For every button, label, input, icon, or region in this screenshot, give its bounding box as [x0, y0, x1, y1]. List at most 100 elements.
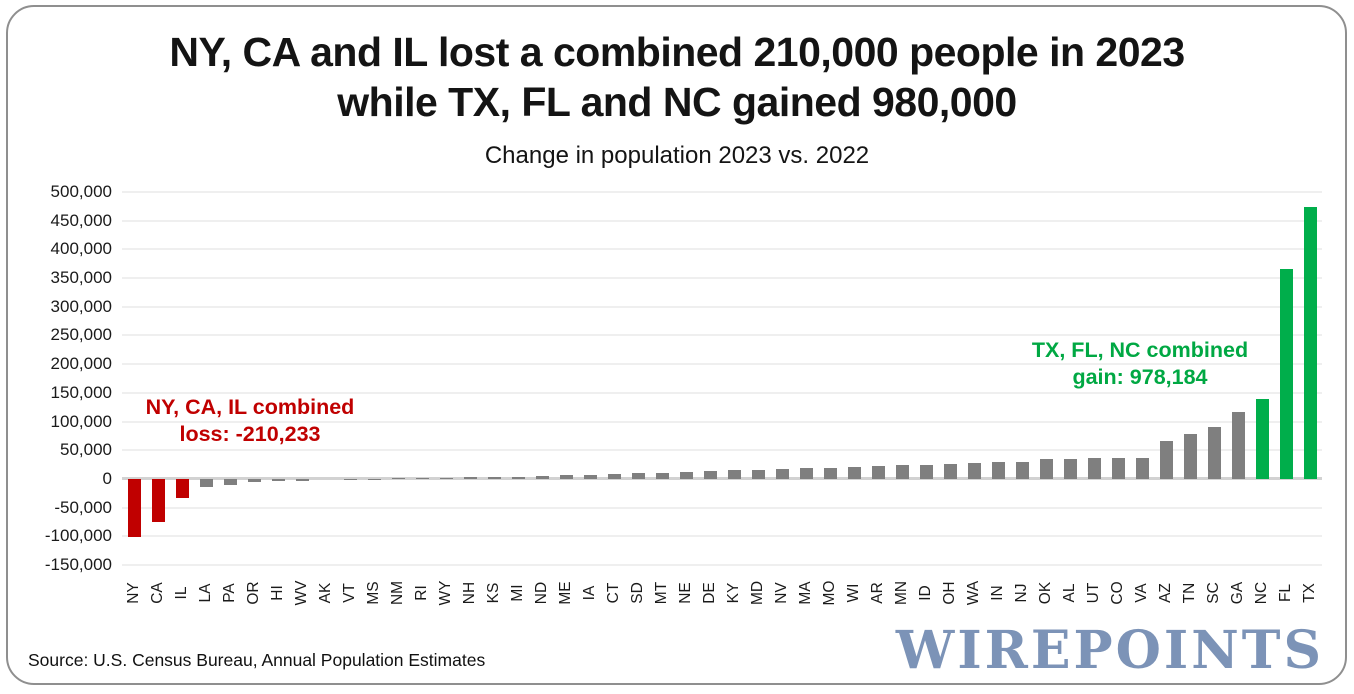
x-axis-label-NH: NH: [461, 581, 478, 605]
gridline-350000: [122, 277, 1322, 280]
x-axis-label-AZ: AZ: [1157, 583, 1174, 603]
gridline-500000: [122, 191, 1322, 193]
x-axis-label-NV: NV: [773, 582, 790, 604]
y-axis-label--150000: -150,000: [44, 555, 112, 574]
bar-OR: [247, 478, 261, 483]
y-axis-label--100000: -100,000: [44, 526, 112, 546]
wirepoints-logo: WIREPOINTS: [895, 620, 1324, 681]
gain-annotation-line-2: gain: 978,184: [1072, 365, 1208, 390]
bar-UT: [1087, 457, 1101, 479]
loss-annotation: NY, CA, IL combined loss: -210,233: [118, 394, 382, 449]
bar-MI: [511, 476, 525, 479]
x-axis-label-IN: IN: [989, 585, 1006, 601]
gridline-300000: [122, 305, 1322, 308]
y-axis-label-0: 0: [102, 468, 112, 488]
bar-WY: [439, 477, 453, 479]
bar-SC: [1207, 426, 1221, 479]
x-axis-label-WY: WY: [437, 580, 454, 606]
y-axis-label-400000: 400,000: [50, 239, 112, 259]
x-axis-label-KY: KY: [725, 582, 742, 604]
x-axis-label-PA: PA: [221, 583, 238, 603]
gridline-250000: [122, 334, 1322, 337]
source-text: Source: U.S. Census Bureau, Annual Popul…: [28, 650, 486, 670]
bar-MA: [799, 468, 813, 479]
bar-NV: [775, 468, 789, 479]
x-axis-label-CO: CO: [1109, 581, 1126, 605]
y-axis-label--50000: -50,000: [54, 497, 112, 517]
bar-GA: [1231, 412, 1245, 479]
x-axis-label-MS: MS: [365, 581, 382, 605]
x-axis-label-ME: ME: [557, 581, 574, 605]
x-axis-label-MT: MT: [653, 581, 670, 605]
gridline-0: [122, 477, 1322, 481]
x-axis-label-CT: CT: [605, 582, 622, 604]
x-axis-label-GA: GA: [1229, 581, 1246, 605]
y-axis-label-100000: 100,000: [50, 411, 112, 431]
gain-annotation-line-1: TX, FL, NC combined: [1031, 338, 1249, 362]
bar-IN: [991, 461, 1005, 479]
x-axis-label-MN: MN: [893, 580, 910, 606]
bar-NE: [679, 471, 693, 479]
bar-NJ: [1015, 461, 1029, 479]
bar-DE: [703, 471, 717, 479]
bar-WV: [295, 478, 309, 482]
x-axis-label-SD: SD: [629, 582, 646, 604]
gridline-100000: [122, 420, 1322, 423]
x-axis-label-IL: IL: [173, 586, 190, 600]
x-axis-label-MI: MI: [509, 584, 526, 602]
bar-IL: [175, 478, 189, 498]
bar-OH: [943, 463, 957, 479]
x-axis-label-DE: DE: [701, 582, 718, 604]
bar-CA: [151, 478, 165, 523]
x-axis-label-OK: OK: [1037, 581, 1054, 605]
y-axis-label-450000: 450,000: [50, 210, 112, 230]
bar-PA: [223, 478, 237, 485]
bar-ME: [559, 475, 573, 479]
x-axis-label-CA: CA: [149, 582, 166, 604]
bar-HI: [271, 478, 285, 482]
x-axis-label-ND: ND: [533, 581, 550, 605]
gridline--100000: [122, 535, 1322, 538]
chart-subtitle: Change in population 2023 vs. 2022: [484, 142, 870, 169]
bar-WA: [967, 462, 981, 479]
x-axis-label-WI: WI: [845, 583, 862, 603]
gridline-400000: [122, 248, 1322, 251]
y-axis-label-200000: 200,000: [50, 354, 112, 374]
x-axis-label-ID: ID: [917, 585, 934, 601]
x-axis-label-WV: WV: [293, 580, 310, 606]
bar-NM: [391, 478, 405, 479]
bar-TX: [1303, 207, 1317, 479]
y-axis-label-300000: 300,000: [50, 296, 112, 316]
x-axis-label-MO: MO: [821, 580, 838, 606]
x-axis-label-NE: NE: [677, 582, 694, 604]
gridline-50000: [122, 449, 1322, 452]
x-axis-label-LA: LA: [197, 583, 214, 603]
chart-title: NY, CA and IL lost a combined 210,000 pe…: [0, 27, 1354, 127]
bar-ID: [919, 465, 933, 479]
x-axis-label-TN: TN: [1181, 582, 1198, 604]
x-axis-label-AK: AK: [317, 582, 334, 604]
x-axis-label-NC: NC: [1253, 581, 1270, 605]
bar-ND: [535, 475, 549, 479]
x-axis-label-HI: HI: [269, 585, 286, 601]
bar-LA: [199, 478, 213, 488]
y-axis-label-150000: 150,000: [50, 382, 112, 402]
bar-NY: [127, 478, 141, 538]
loss-annotation-line-1: NY, CA, IL combined: [145, 395, 355, 419]
bar-MN: [895, 465, 909, 479]
bar-AZ: [1159, 441, 1173, 479]
x-axis-label-AL: AL: [1061, 583, 1078, 603]
x-axis-label-NY: NY: [125, 582, 142, 604]
gridline--50000: [122, 506, 1322, 509]
x-axis-label-MA: MA: [797, 581, 814, 605]
x-axis-label-IA: IA: [581, 585, 598, 601]
bar-VA: [1135, 457, 1149, 479]
x-axis-label-TX: TX: [1301, 583, 1318, 603]
x-axis-label-VA: VA: [1133, 583, 1150, 603]
x-axis-label-SC: SC: [1205, 582, 1222, 604]
bar-AR: [871, 466, 885, 479]
y-axis-label-350000: 350,000: [50, 268, 112, 288]
bar-KY: [727, 470, 741, 479]
x-axis-label-UT: UT: [1085, 582, 1102, 604]
